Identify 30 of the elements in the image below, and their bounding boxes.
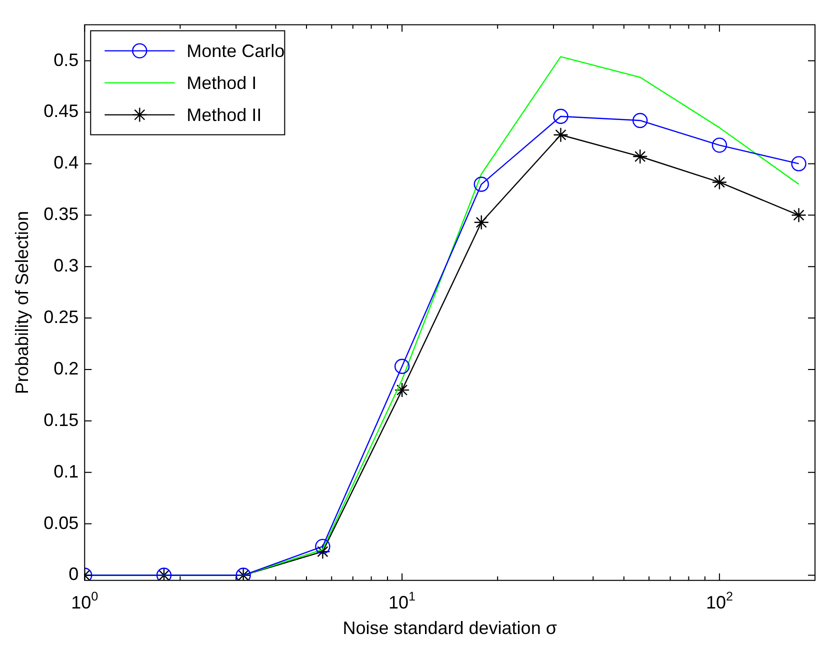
y-tick-label: 0.05 <box>44 512 79 533</box>
legend-label: Method I <box>186 72 257 93</box>
x-axis-title: Noise standard deviation σ <box>342 618 557 638</box>
point <box>315 538 330 554</box>
y-tick-label: 0.4 <box>54 152 79 173</box>
legend-label: Method II <box>186 104 262 125</box>
y-tick-label: 0.35 <box>44 204 79 224</box>
point <box>394 382 410 398</box>
point <box>791 208 806 223</box>
y-tick-label: 0.3 <box>54 256 79 276</box>
point <box>712 138 728 153</box>
point <box>394 358 410 374</box>
legend-label: Monte Carlo <box>186 40 285 61</box>
y-tick-label: 0.1 <box>54 461 79 482</box>
point <box>315 544 330 560</box>
y-tick-label: 0.2 <box>54 358 79 378</box>
point <box>632 148 648 164</box>
point <box>474 176 489 192</box>
point <box>553 108 568 124</box>
point <box>632 112 648 128</box>
point <box>712 174 728 190</box>
y-axis-title: Probability of Selection <box>12 211 32 394</box>
y-tick-label: 0.45 <box>44 101 79 122</box>
y-tick-label: 0.5 <box>54 50 79 70</box>
point <box>553 127 568 142</box>
y-tick-label: 0.25 <box>44 307 79 327</box>
y-tick-label: 0 <box>68 564 79 584</box>
y-tick-label: 0.15 <box>44 410 79 430</box>
point <box>791 156 806 172</box>
point <box>474 214 489 230</box>
